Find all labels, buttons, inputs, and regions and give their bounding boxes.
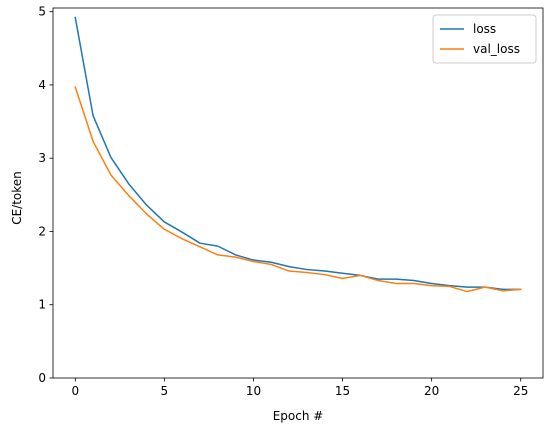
legend-box xyxy=(432,14,537,64)
plot-area: 0 5 10 15 20 25 0 1 2 3 4 5 loss val_loss xyxy=(38,5,544,398)
series-line-loss xyxy=(74,16,522,291)
x-axis-label: Epoch # xyxy=(273,409,324,423)
x-tick-label: 5 xyxy=(161,384,169,398)
y-axis-label: CE/token xyxy=(10,171,24,225)
legend-label-val-loss: val_loss xyxy=(473,42,520,56)
x-tick-label: 20 xyxy=(424,384,439,398)
y-tick-label: 5 xyxy=(38,5,46,19)
series-line-val-loss xyxy=(74,86,522,293)
y-tick-label: 1 xyxy=(38,298,46,312)
legend-label-loss: loss xyxy=(473,22,496,36)
axes-frame xyxy=(52,7,544,379)
y-tick-label: 2 xyxy=(38,224,46,238)
y-tick-label: 3 xyxy=(38,151,46,165)
y-tick-label: 4 xyxy=(38,78,46,92)
y-tick-label: 0 xyxy=(38,371,46,385)
x-tick-label: 0 xyxy=(71,384,79,398)
x-tick-label: 10 xyxy=(246,384,261,398)
x-tick-label: 25 xyxy=(513,384,528,398)
x-tick-label: 15 xyxy=(335,384,350,398)
